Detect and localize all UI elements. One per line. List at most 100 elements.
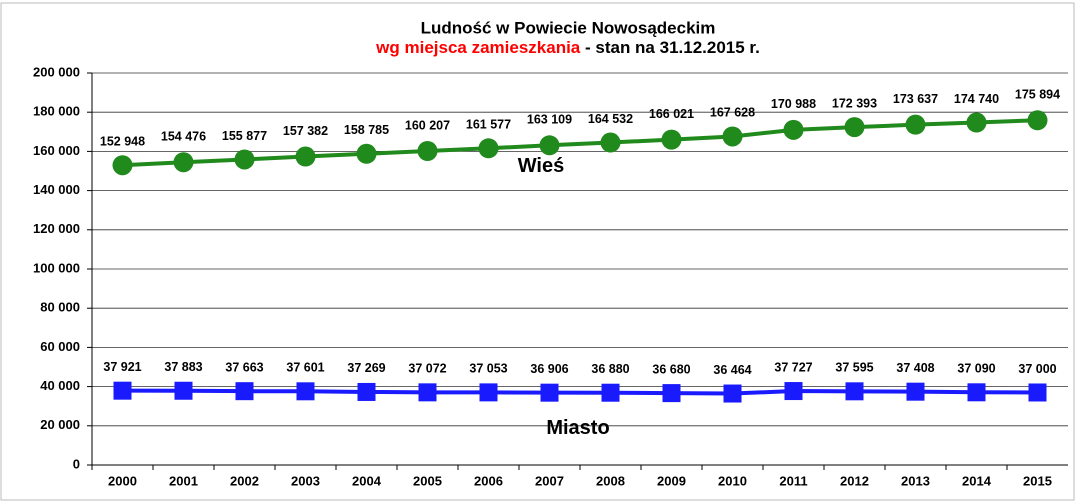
data-label: 161 577	[466, 118, 511, 132]
x-tick-label: 2001	[169, 473, 198, 488]
data-label: 36 680	[652, 362, 690, 376]
marker	[418, 383, 437, 402]
marker	[235, 382, 254, 401]
marker	[174, 381, 193, 400]
y-tick-label: 40 000	[40, 378, 80, 393]
y-tick-label: 0	[73, 456, 80, 471]
data-label: 163 109	[527, 113, 572, 127]
data-label: 158 785	[344, 123, 389, 137]
marker	[723, 384, 742, 403]
y-tick-label: 80 000	[40, 300, 80, 315]
marker	[966, 112, 987, 133]
marker	[296, 382, 315, 401]
x-tick-label: 2002	[230, 473, 259, 488]
y-tick-label: 20 000	[40, 417, 80, 432]
marker	[234, 149, 255, 170]
y-tick-label: 180 000	[33, 104, 80, 119]
x-tick-label: 2004	[352, 473, 382, 488]
marker	[722, 126, 743, 147]
series-line	[122, 118, 1038, 168]
x-tick-label: 2007	[535, 473, 564, 488]
marker	[295, 146, 316, 167]
marker	[967, 383, 986, 402]
x-tick-label: 2005	[413, 473, 442, 488]
data-label: 37 663	[225, 360, 263, 374]
data-label: 157 382	[283, 124, 328, 138]
marker	[356, 143, 377, 164]
x-tick-label: 2012	[840, 473, 869, 488]
data-label: 166 021	[649, 107, 694, 121]
data-label: 36 464	[713, 363, 751, 377]
data-label: 154 476	[161, 130, 206, 144]
data-label: 173 637	[893, 92, 938, 106]
data-label: 37 727	[774, 360, 812, 374]
data-label: 37 269	[347, 361, 385, 375]
data-label: 37 090	[957, 362, 995, 376]
data-label: 172 393	[832, 96, 877, 110]
data-label: 160 207	[405, 118, 450, 132]
marker	[479, 383, 498, 402]
chart-subtitle: wg miejsca zamieszkania - stan na 31.12.…	[375, 38, 760, 57]
chart-title: Ludność w Powiecie Nowosądeckim	[421, 18, 716, 37]
data-label: 37 072	[408, 362, 446, 376]
data-label: 36 880	[591, 362, 629, 376]
x-tick-label: 2009	[657, 473, 686, 488]
marker	[113, 381, 132, 400]
data-label: 164 532	[588, 112, 633, 126]
marker	[357, 382, 376, 401]
marker	[1027, 110, 1048, 131]
data-label: 37 601	[286, 361, 324, 375]
marker	[844, 117, 865, 138]
y-tick-label: 120 000	[33, 221, 80, 236]
x-tick-label: 2014	[962, 473, 992, 488]
data-label: 37 000	[1018, 362, 1056, 376]
marker	[845, 382, 864, 401]
marker	[905, 114, 926, 135]
y-tick-label: 100 000	[33, 260, 80, 275]
marker	[661, 129, 682, 150]
y-tick-label: 200 000	[33, 64, 80, 79]
marker	[906, 382, 925, 401]
data-label: 37 921	[103, 360, 141, 374]
marker	[173, 152, 194, 173]
x-tick-label: 2000	[108, 473, 137, 488]
marker	[662, 384, 681, 403]
data-label: 37 883	[164, 360, 202, 374]
data-label: 167 628	[710, 106, 755, 120]
data-label: 174 740	[954, 92, 999, 106]
marker	[1028, 383, 1047, 402]
x-tick-label: 2003	[291, 473, 320, 488]
series-label: Wieś	[518, 155, 565, 177]
data-label: 37 053	[469, 362, 507, 376]
marker	[600, 132, 621, 153]
y-tick-label: 60 000	[40, 339, 80, 354]
data-label: 37 408	[896, 361, 934, 375]
data-label: 36 906	[530, 362, 568, 376]
marker	[784, 382, 803, 401]
series-line	[122, 388, 1038, 396]
marker	[783, 119, 804, 140]
x-tick-label: 2010	[718, 473, 747, 488]
x-tick-label: 2008	[596, 473, 625, 488]
data-label: 170 988	[771, 97, 816, 111]
x-tick-label: 2015	[1023, 473, 1052, 488]
series-label: Miasto	[546, 417, 609, 439]
marker	[417, 140, 438, 161]
x-tick-label: 2013	[901, 473, 930, 488]
data-label: 37 595	[835, 361, 873, 375]
subtitle-highlight: wg miejsca zamieszkania	[375, 38, 581, 57]
marker	[540, 383, 559, 402]
marker	[112, 155, 133, 176]
data-label: 152 948	[100, 135, 145, 149]
data-label: 155 877	[222, 129, 267, 143]
y-tick-label: 140 000	[33, 182, 80, 197]
subtitle-rest: - stan na 31.12.2015 r.	[580, 38, 760, 57]
marker	[601, 383, 620, 402]
marker	[478, 138, 499, 159]
x-tick-label: 2006	[474, 473, 503, 488]
x-tick-label: 2011	[779, 473, 807, 488]
marker	[539, 135, 560, 156]
data-label: 175 894	[1015, 88, 1060, 102]
